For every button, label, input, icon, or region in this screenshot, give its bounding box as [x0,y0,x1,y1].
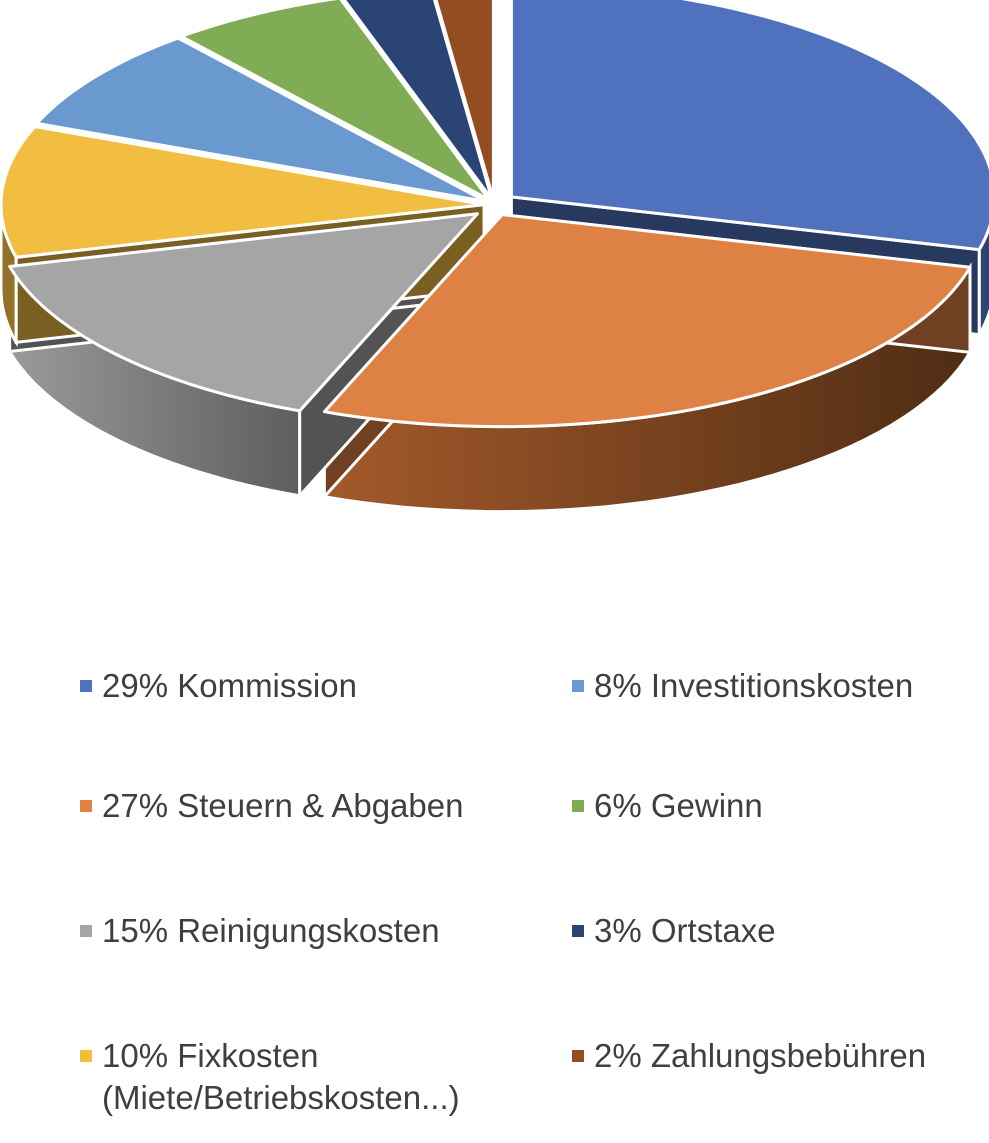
legend-item-fixkosten: 10% Fixkosten (Miete/Betriebskosten...) [80,1035,460,1119]
legend-label: 3% Ortstaxe [594,912,776,949]
legend-label: 8% Investitionskosten [594,667,914,704]
legend-swatch [572,925,584,937]
pie-slice-steuern [322,213,972,429]
legend-item-zahlung: 2% Zahlungsbebühren [572,1035,926,1077]
pie-slice-ortstaxe [342,0,494,201]
legend-item-ortstaxe: 3% Ortstaxe [572,910,776,952]
legend-item-investition: 8% Investitionskosten [572,665,913,707]
pie-slice-kommission [509,0,989,252]
legend-item-steuern: 27% Steuern & Abgaben [80,785,463,827]
pie-chart [0,0,989,514]
legend-swatch [80,800,92,812]
legend-swatch [572,680,584,692]
pie-chart-svg [0,0,989,514]
pie-tops [0,0,989,429]
legend-label: 6% Gewinn [594,787,763,824]
legend-label: 15% Reinigungskosten [102,912,440,949]
pie-slice-zahlung [434,0,495,201]
legend: 29% Kommission 27% Steuern & Abgaben 15%… [0,640,989,1140]
legend-item-kommission: 29% Kommission [80,665,357,707]
pie-slice-reinigung [8,212,479,413]
legend-item-gewinn: 6% Gewinn [572,785,763,827]
legend-label: 29% Kommission [102,667,357,704]
legend-label: 27% Steuern & Abgaben [102,787,464,824]
legend-swatch [80,680,92,692]
pie-slice-investition [35,36,488,203]
legend-label: 2% Zahlungsbebühren [594,1037,927,1074]
legend-swatch [572,800,584,812]
legend-swatch [80,1050,92,1062]
legend-label: 10% Fixkosten (Miete/Betriebskosten...) [102,1037,460,1116]
pie-slice-gewinn [179,0,491,202]
pie-slice-fixkosten [0,125,486,259]
legend-swatch [80,925,92,937]
legend-swatch [572,1050,584,1062]
legend-item-reinigung: 15% Reinigungskosten [80,910,440,952]
